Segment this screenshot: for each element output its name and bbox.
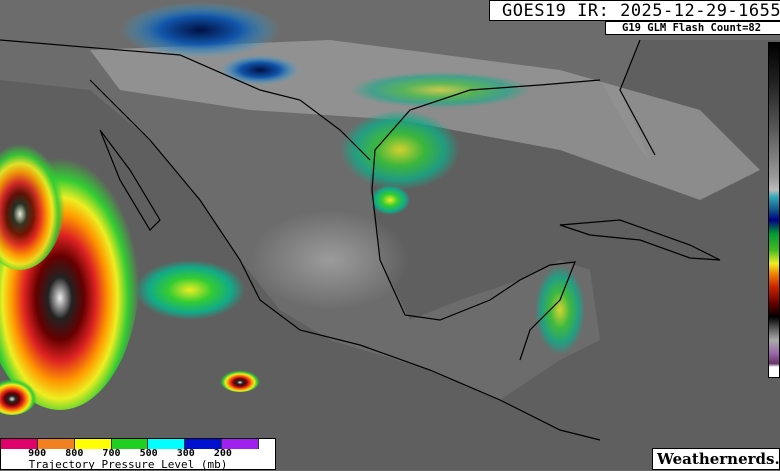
watermark-logo: Weathernerds. — [652, 448, 780, 470]
legend-swatch — [185, 439, 223, 449]
cuba — [559, 219, 721, 261]
legend-tick: 700 — [102, 448, 121, 459]
pressure-legend: 900 800 700 500 300 200 Trajectory Pressure L… — [0, 438, 276, 470]
legend-swatch — [222, 439, 260, 449]
legend-swatch — [74, 439, 112, 449]
legend-swatch — [1, 439, 38, 449]
legend-ticks: 900 800 700 500 300 200 — [1, 448, 275, 460]
legend-swatch — [148, 439, 186, 449]
baja — [99, 129, 161, 231]
border-us-mx — [0, 39, 371, 161]
flash-count-label: G19 GLM Flash Count=82 — [605, 21, 780, 35]
coastline-gulf — [371, 39, 656, 361]
legend-tick: 200 — [213, 448, 232, 459]
legend-swatch — [111, 439, 149, 449]
legend-tick: 500 — [139, 448, 158, 459]
legend-tick: 300 — [176, 448, 195, 459]
coastline-pacific — [89, 79, 601, 441]
legend-tick: 900 — [28, 448, 47, 459]
image-title: GOES19 IR: 2025-12-29-1655 U — [489, 0, 780, 21]
ir-color-bar — [768, 42, 780, 378]
legend-title: Trajectory Pressure Level (mb) — [28, 458, 228, 471]
legend-tick: 800 — [65, 448, 84, 459]
legend-swatches — [1, 439, 260, 449]
legend-swatch — [37, 439, 75, 449]
